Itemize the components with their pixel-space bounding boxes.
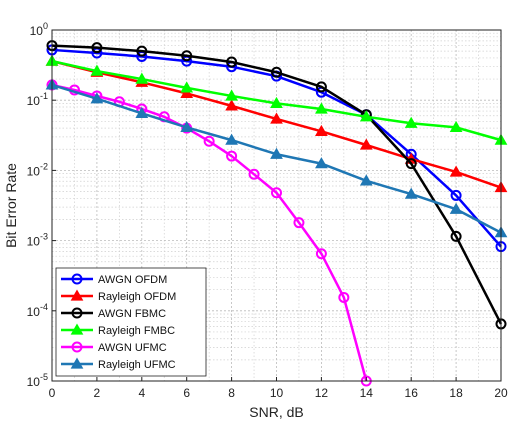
data-point — [136, 45, 148, 57]
data-point — [270, 147, 283, 159]
legend-label: AWGN UFMC — [98, 342, 167, 354]
data-point — [135, 106, 149, 118]
data-point — [449, 120, 463, 133]
y-tick-label: 100 — [30, 21, 48, 38]
x-tick-label: 20 — [494, 386, 508, 400]
series-rayleigh-ufmc — [45, 78, 508, 238]
data-point — [450, 230, 462, 242]
y-tick-label: 10-4 — [27, 302, 48, 319]
data-point — [248, 168, 260, 180]
data-point — [90, 92, 104, 104]
x-axis-label: SNR, dB — [249, 404, 303, 420]
series-line — [51, 44, 503, 325]
data-point — [271, 66, 282, 78]
legend-label: Rayleigh FMBC — [98, 325, 175, 337]
data-point — [271, 187, 282, 199]
x-tick-label: 0 — [49, 386, 56, 400]
legend: AWGN OFDM Rayleigh OFDM AWGN FBMC Rayleigh … — [55, 267, 207, 377]
series-rayleigh-fmbc — [45, 54, 508, 145]
y-tick-label: 10-1 — [27, 91, 48, 108]
legend-swatch-marker — [70, 289, 84, 301]
data-point — [180, 81, 194, 93]
x-tick-label: 16 — [405, 386, 419, 400]
data-point — [315, 124, 328, 136]
legend-swatch-marker — [71, 307, 83, 319]
data-point — [449, 202, 463, 214]
data-point — [338, 291, 350, 303]
legend-label: Rayleigh UFMC — [98, 359, 176, 371]
legend-swatch-marker — [71, 341, 83, 353]
x-tick-label: 10 — [270, 386, 284, 400]
x-tick-label: 6 — [183, 386, 190, 400]
data-point — [226, 150, 238, 162]
data-point — [180, 120, 194, 133]
y-tick-label: 10-5 — [27, 372, 48, 389]
y-tick-label: 10-2 — [27, 161, 48, 178]
data-point — [225, 99, 238, 111]
x-tick-label: 14 — [360, 386, 374, 400]
data-point — [293, 217, 305, 229]
series-line — [51, 83, 368, 382]
data-point — [203, 135, 215, 147]
x-tick-label: 18 — [449, 386, 463, 400]
data-point — [359, 110, 373, 122]
data-point — [359, 138, 373, 150]
x-tick-label: 4 — [138, 386, 145, 400]
data-point — [181, 50, 193, 62]
legend-swatch-marker — [70, 357, 84, 369]
legend-label: AWGN FBMC — [98, 308, 166, 320]
data-point — [315, 81, 327, 93]
data-point — [90, 64, 104, 76]
legend-swatch-marker — [71, 273, 83, 285]
data-point — [225, 89, 238, 101]
data-point — [405, 158, 417, 170]
legend-label: Rayleigh OFDM — [98, 291, 176, 303]
legend-label: AWGN OFDM — [98, 274, 167, 286]
data-point — [270, 96, 283, 109]
data-point — [135, 72, 149, 84]
x-tick-label: 8 — [228, 386, 235, 400]
data-point — [315, 157, 328, 169]
y-axis-label: Bit Error Rate — [3, 163, 19, 248]
data-point — [315, 248, 327, 260]
data-point — [225, 133, 238, 145]
series-group — [45, 40, 508, 387]
tick-labels: 0 2 4 6 8 10 12 14 16 18 20 10-5 10-4 10-3 10-2 10-1 100 — [27, 21, 508, 400]
data-point — [226, 56, 238, 68]
legend-box — [55, 267, 207, 377]
data-point — [450, 189, 462, 201]
legend-swatch-marker — [70, 323, 84, 335]
data-point — [404, 116, 418, 128]
x-tick-label: 12 — [315, 386, 329, 400]
data-point — [91, 42, 103, 54]
data-point — [404, 187, 418, 199]
y-tick-label: 10-3 — [27, 232, 48, 249]
x-tick-label: 2 — [94, 386, 101, 400]
data-point — [359, 174, 373, 186]
data-point — [315, 102, 328, 114]
data-point — [449, 165, 463, 177]
data-point — [180, 86, 194, 99]
data-point — [270, 112, 283, 124]
